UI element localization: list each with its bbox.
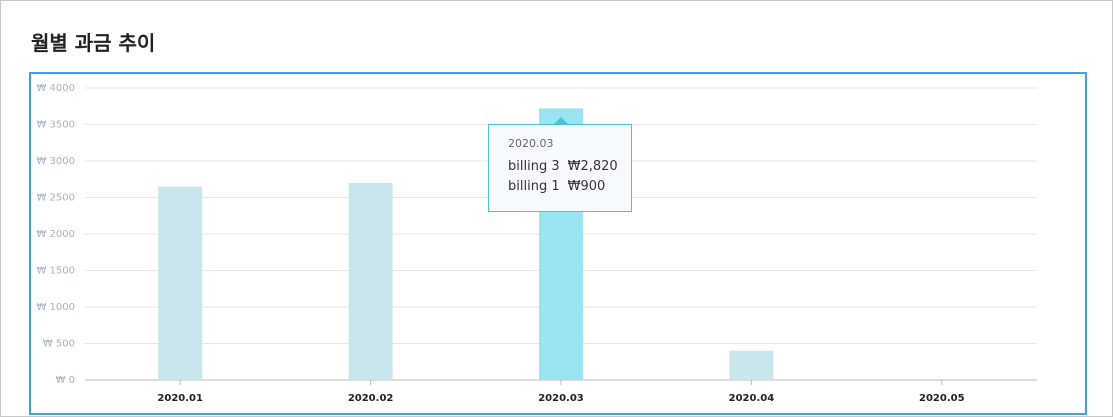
tooltip-value: ₩900 bbox=[567, 179, 606, 194]
x-tick-label: 2020.04 bbox=[729, 393, 775, 404]
tooltip-name: billing 1 bbox=[508, 179, 560, 194]
y-tick-label: ₩ 4000 bbox=[36, 83, 75, 94]
y-tick-label: ₩ 1500 bbox=[36, 266, 75, 277]
tooltip-value: ₩2,820 bbox=[567, 159, 618, 174]
bar bbox=[158, 186, 203, 380]
page-title: 월별 과금 추이 bbox=[31, 31, 156, 55]
x-tick-label: 2020.05 bbox=[919, 393, 965, 404]
tooltip-arrow bbox=[553, 117, 569, 125]
y-tick-label: ₩ 1000 bbox=[36, 302, 75, 313]
x-tick-label: 2020.01 bbox=[157, 393, 203, 404]
tooltip: 2020.03 billing 3 ₩2,820 billing 1 ₩900 bbox=[488, 124, 632, 212]
y-tick-label: ₩ 0 bbox=[56, 375, 75, 386]
y-tick-label: ₩ 3500 bbox=[36, 120, 75, 131]
y-tick-label: ₩ 3000 bbox=[36, 156, 75, 167]
y-tick-label: ₩ 2000 bbox=[36, 229, 75, 240]
tooltip-row: billing 3 ₩2,820 bbox=[508, 159, 631, 174]
y-tick-label: ₩ 2500 bbox=[36, 193, 75, 204]
bar bbox=[348, 182, 393, 380]
chart-frame bbox=[29, 72, 1087, 415]
tooltip-title: 2020.03 bbox=[508, 137, 554, 150]
x-tick-label: 2020.03 bbox=[538, 393, 584, 404]
tooltip-row: billing 1 ₩900 bbox=[508, 179, 631, 194]
tooltip-name: billing 3 bbox=[508, 159, 560, 174]
y-tick-label: ₩ 500 bbox=[43, 339, 75, 350]
bar bbox=[729, 350, 774, 380]
x-tick-label: 2020.02 bbox=[348, 393, 394, 404]
